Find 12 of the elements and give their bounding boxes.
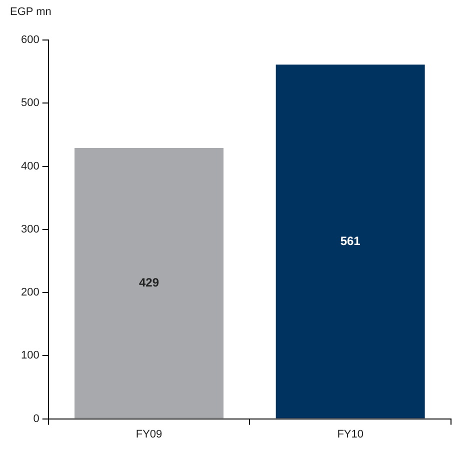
x-tick-label: FY10 bbox=[337, 428, 364, 440]
data-label: 561 bbox=[340, 234, 361, 248]
x-tick-label: FY09 bbox=[136, 428, 162, 440]
y-tick-label: 0 bbox=[33, 412, 40, 425]
y-tick-label: 200 bbox=[20, 286, 40, 299]
y-axis-title: EGP mn bbox=[10, 6, 52, 18]
y-tick-label: 500 bbox=[20, 97, 40, 110]
y-tick-label: 400 bbox=[20, 160, 40, 172]
data-label: 429 bbox=[139, 275, 160, 290]
y-tick-label: 300 bbox=[20, 223, 40, 236]
y-tick-label: 100 bbox=[20, 350, 40, 362]
y-tick-label: 600 bbox=[20, 34, 40, 46]
